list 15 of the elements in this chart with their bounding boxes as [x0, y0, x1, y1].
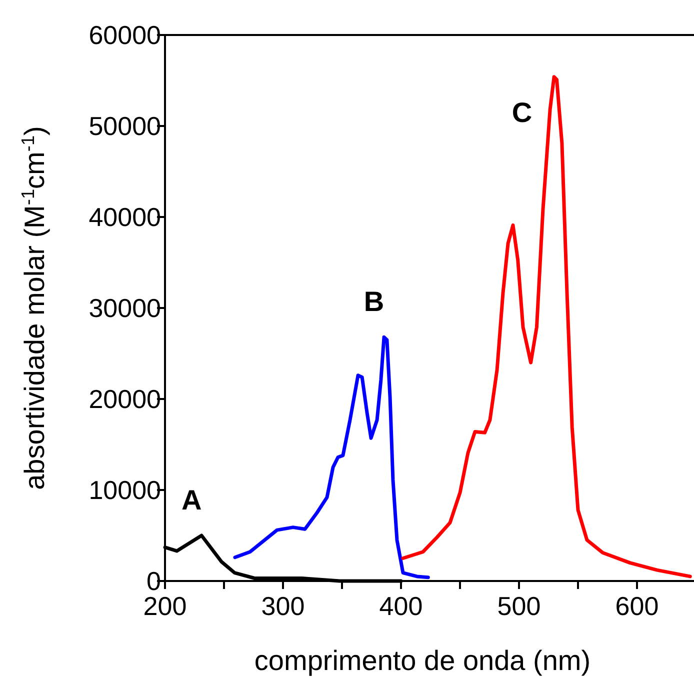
x-tick-label: 500 [497, 591, 541, 621]
series-label: B [364, 286, 384, 318]
y-tick-label: 50000 [88, 111, 161, 142]
x-axis-title: comprimento de onda (nm) [254, 645, 591, 676]
y-tick-label: 20000 [88, 384, 161, 414]
x-tick-label: 600 [615, 591, 659, 621]
series-label: A [181, 484, 202, 516]
x-tick-label: 400 [379, 591, 423, 621]
y-tick-label: 60000 [88, 20, 161, 50]
x-tick-label: 300 [261, 591, 305, 621]
y-tick-label: 30000 [88, 293, 161, 324]
series-label: C [512, 96, 532, 128]
y-tick-label: 10000 [88, 475, 161, 506]
y-tick-label: 40000 [88, 202, 161, 232]
x-tick-label: 200 [143, 591, 187, 621]
